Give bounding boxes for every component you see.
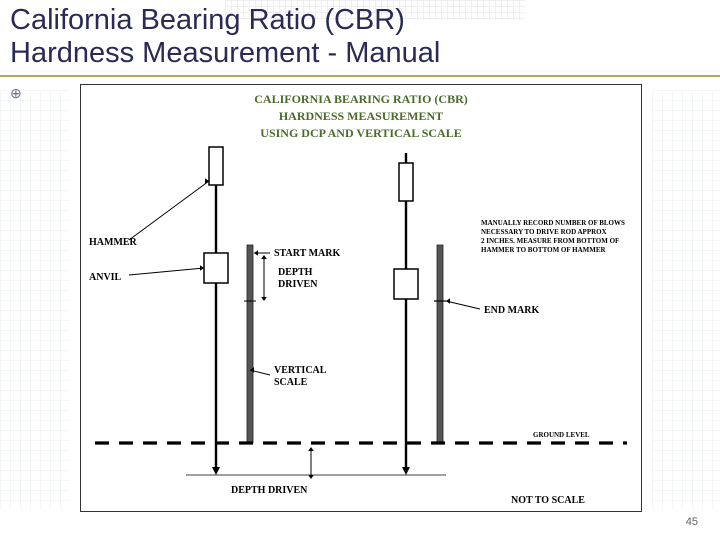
diagram-box: CALIFORNIA BEARING RATIO (CBR) HARDNESS … (80, 84, 642, 512)
svg-text:SCALE: SCALE (274, 377, 308, 388)
svg-text:VERTICAL: VERTICAL (274, 365, 327, 376)
svg-text:NOT TO SCALE: NOT TO SCALE (511, 495, 585, 506)
svg-text:DRIVEN: DRIVEN (278, 279, 318, 290)
diagram-title-3: USING DCP AND VERTICAL SCALE (260, 126, 461, 140)
slide-title: California Bearing Ratio (CBR) Hardness … (10, 4, 710, 71)
svg-text:DEPTH DRIVEN: DEPTH DRIVEN (231, 485, 308, 496)
svg-text:ANVIL: ANVIL (89, 272, 122, 283)
svg-text:2 INCHES. MEASURE FROM BOTTOM: 2 INCHES. MEASURE FROM BOTTOM OF (481, 237, 619, 245)
diagram-title-2: HARDNESS MEASUREMENT (279, 109, 443, 123)
title-line2: Hardness Measurement - Manual (10, 37, 440, 69)
anchor-icon: ⊕ (10, 86, 26, 102)
svg-text:DEPTH: DEPTH (278, 267, 313, 278)
title-line1: California Bearing Ratio (CBR) (10, 4, 405, 36)
svg-text:MANUALLY RECORD NUMBER OF BLOW: MANUALLY RECORD NUMBER OF BLOWS (481, 219, 625, 227)
svg-text:GROUND LEVEL: GROUND LEVEL (533, 431, 590, 439)
decorative-grid-left (0, 90, 70, 510)
diagram-title-1: CALIFORNIA BEARING RATIO (CBR) (254, 92, 467, 106)
svg-text:END MARK: END MARK (484, 305, 539, 316)
slide: California Bearing Ratio (CBR) Hardness … (0, 0, 720, 540)
svg-text:NECESSARY TO DRIVE ROD APPRO: NECESSARY TO DRIVE ROD APPROX (481, 228, 607, 236)
svg-text:START MARK: START MARK (274, 248, 340, 259)
title-underline (0, 75, 720, 77)
diagram-title: CALIFORNIA BEARING RATIO (CBR) HARDNESS … (81, 91, 641, 141)
svg-text:HAMMER: HAMMER (89, 237, 138, 248)
page-number: 45 (686, 516, 698, 528)
svg-text:HAMMER TO BOTTOM OF HAMMER: HAMMER TO BOTTOM OF HAMMER (481, 246, 607, 254)
diagram-svg: HAMMER ANVIL START MARK DEPTHDRIVEN VERTICAL… (81, 85, 641, 511)
decorative-grid-right (652, 90, 720, 510)
